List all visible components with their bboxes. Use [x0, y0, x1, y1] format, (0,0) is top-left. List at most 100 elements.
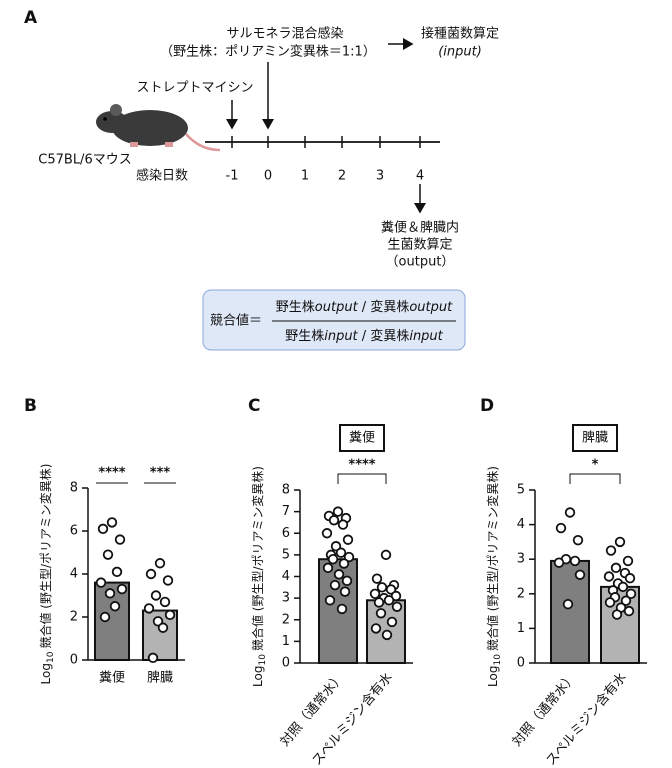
data-point: [333, 569, 345, 580]
data-point: [371, 573, 383, 584]
y-tick-label: 8: [282, 483, 290, 498]
y-tick-label: 2: [282, 612, 290, 627]
data-point: [564, 507, 576, 518]
data-point: [614, 536, 626, 548]
frac-part: / 変異株: [358, 328, 410, 344]
box-label: 糞便: [349, 431, 375, 446]
data-point: [157, 622, 169, 633]
data-point: [620, 595, 632, 606]
data-point: [106, 517, 118, 528]
data-point: [162, 575, 174, 586]
day-label: 3: [376, 169, 384, 184]
frac-part: output: [315, 300, 359, 315]
data-point: [159, 596, 171, 608]
ylabel: 競合値 (野生型/ポリアミン変異株): [250, 466, 265, 651]
ylabel-prefix: Log: [251, 666, 265, 687]
data-point: [562, 598, 574, 610]
ylabel: 競合値 (野生型/ポリアミン変異株): [485, 466, 500, 651]
data-point: [95, 577, 107, 588]
data-point: [102, 549, 114, 560]
mouse-icon: [96, 104, 221, 152]
data-point: [555, 522, 567, 534]
data-point: [114, 534, 126, 545]
frac-part: output: [409, 300, 453, 315]
y-tick-label: 2: [517, 586, 525, 601]
frac-part: 野生株: [276, 300, 315, 315]
y-tick-label: 2: [70, 610, 78, 625]
data-point: [150, 590, 162, 601]
data-point: [623, 605, 635, 617]
y-tick-label: 3: [517, 552, 525, 567]
data-point: [380, 549, 392, 561]
data-point: [335, 547, 347, 558]
data-point: [109, 601, 121, 612]
label-box: [339, 424, 385, 452]
day-label: -1: [226, 169, 239, 184]
ylabel-prefix: Log: [486, 666, 500, 687]
data-point: [145, 568, 157, 580]
data-point: [624, 573, 636, 584]
y-axis-label: Log10 競合値 (野生型/ポリアミン変異株): [250, 466, 268, 687]
data-point: [381, 629, 393, 641]
data-point: [572, 534, 584, 546]
data-point: [553, 557, 565, 568]
data-point: [375, 608, 387, 619]
significance: ****: [348, 458, 375, 473]
data-point: [104, 588, 116, 599]
y-tick-label: 1: [517, 621, 525, 636]
data-point: [617, 581, 629, 593]
inoculum-note: (input): [438, 45, 482, 60]
x-tick-label: 糞便: [99, 671, 125, 686]
y-axis-label: Log10 競合値 (野生型/ポリアミン変異株): [38, 464, 56, 685]
y-tick-label: 0: [70, 653, 78, 668]
data-point: [116, 583, 128, 595]
frac-part: input: [324, 329, 358, 344]
data-point: [99, 611, 111, 623]
data-point: [611, 609, 623, 620]
data-point: [332, 506, 344, 517]
sig-bracket: [337, 473, 387, 484]
y-tick-label: 5: [517, 483, 525, 498]
y-tick-label: 7: [282, 504, 290, 519]
data-point: [321, 528, 333, 539]
data-point: [574, 569, 586, 580]
x-tick-label: スペルミジン含有水: [309, 670, 396, 768]
data-point: [143, 603, 155, 614]
data-point: [328, 515, 340, 526]
days-label: 感染日数: [136, 168, 188, 184]
frac-part: / 変異株: [358, 299, 410, 315]
data-point: [322, 562, 334, 574]
data-point: [337, 519, 349, 530]
antibiotic: ストレプトマイシン: [136, 81, 253, 96]
significance: ***: [150, 466, 171, 481]
ylabel-prefix: Log: [39, 663, 53, 684]
ylabel-sub: 10: [46, 651, 56, 663]
data-point: [342, 534, 354, 545]
formula-box: [202, 289, 466, 351]
data-point: [370, 623, 382, 634]
significance: *: [592, 458, 599, 473]
data-point: [154, 558, 166, 569]
data-point: [376, 582, 388, 593]
ylabel-sub: 10: [258, 654, 268, 666]
data-point: [603, 571, 615, 582]
data-point: [610, 562, 622, 574]
day-label: 1: [301, 169, 309, 184]
data-point: [341, 575, 353, 587]
data-point: [327, 554, 339, 565]
data-point: [605, 545, 617, 556]
y-tick-label: 4: [70, 567, 78, 582]
infection: サルモネラ混合感染: [226, 26, 343, 42]
data-point: [383, 595, 395, 606]
data-point: [97, 523, 109, 535]
box-label: 脾臓: [582, 431, 608, 446]
output-text: 糞便＆脾臓内: [381, 220, 459, 236]
data-point: [329, 579, 341, 591]
panel-label: D: [480, 396, 494, 416]
data-point: [324, 595, 336, 606]
frac-part: 野生株: [285, 329, 324, 344]
data-point: [391, 601, 403, 612]
data-point: [111, 566, 123, 578]
data-point: [622, 555, 634, 567]
